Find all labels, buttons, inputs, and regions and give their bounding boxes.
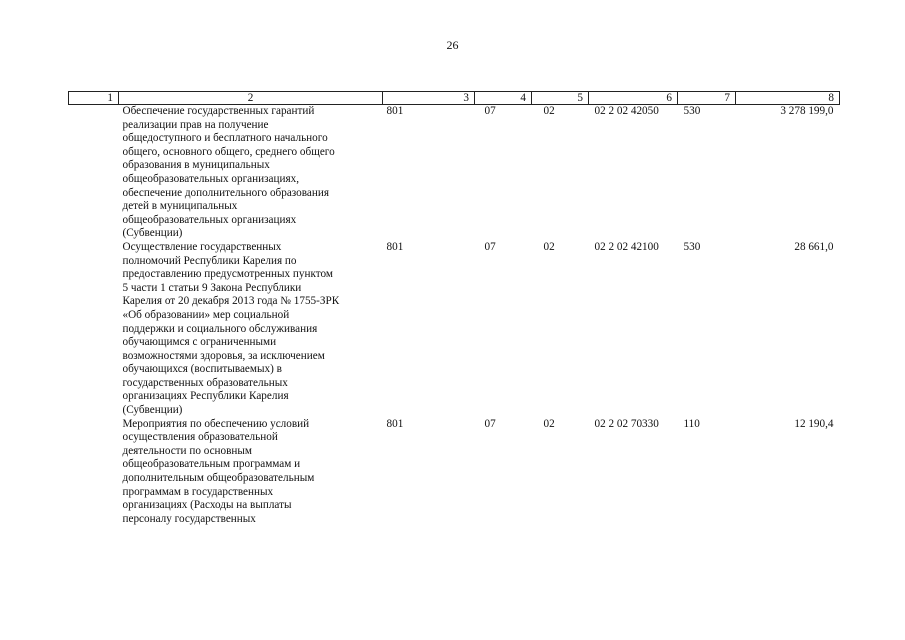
expense-name-cell: Обеспечение государственных гарантий реа…	[119, 105, 383, 241]
column-header-8: 8	[735, 91, 840, 105]
expense-type-cell: 530	[683, 105, 701, 117]
expense-name-line: обучающимся с ограниченными	[122, 336, 277, 349]
subsection-code-cell: 02	[543, 105, 555, 117]
expense-name-line: деятельности по основным	[122, 444, 253, 457]
expense-name-line: Осуществление государственных	[122, 240, 282, 253]
empty-cell	[69, 241, 119, 418]
section-code-cell: 07	[484, 240, 496, 253]
table-row: Мероприятия по обеспечению условий осуще…	[69, 418, 840, 527]
expense-name-line: Обеспечение государственных гарантий	[122, 105, 315, 117]
table-header-row: 1 2 3 4 5 6 7 8	[68, 91, 840, 105]
table-row: Осуществление государственных полномочий…	[69, 241, 840, 418]
expense-name-line: Мероприятия по обеспечению условий	[122, 417, 310, 430]
expense-name-line: дополнительным общеобразовательным	[122, 472, 315, 485]
expense-name-line: организациях Республики Карелия	[122, 390, 289, 403]
expense-name-line: организациях (Расходы на выплаты	[122, 499, 292, 512]
expense-type-cell: 530	[683, 240, 701, 253]
amount-cell: 12 190,4	[794, 417, 834, 430]
expense-name-line: общеобразовательным программам и	[122, 458, 301, 471]
expense-name-line: общедоступного и бесплатного начального	[122, 132, 328, 145]
expense-name-cell: Мероприятия по обеспечению условий осуще…	[119, 418, 383, 527]
expense-name-cell: Осуществление государственных полномочий…	[119, 241, 383, 418]
ministry-code-cell: 801	[386, 105, 404, 117]
column-header-3: 3	[382, 91, 475, 105]
section-code-cell: 07	[484, 105, 496, 117]
expense-name-line: Карелия от 20 декабря 2013 года № 1755-З…	[122, 295, 340, 308]
expense-name-line: (Субвенции)	[122, 227, 183, 240]
expense-name-line: государственных образовательных	[122, 376, 288, 389]
expense-name-line: детей в муниципальных	[122, 200, 238, 213]
empty-cell	[69, 418, 119, 527]
target-article-cell: 02 2 02 70330	[594, 417, 659, 430]
expense-type-cell: 110	[683, 417, 700, 430]
ministry-code-cell: 801	[386, 240, 404, 253]
budget-table: 1 2 3 4 5 6 7 8 Обеспечение государствен…	[68, 91, 840, 526]
expense-name-line: образования в муниципальных	[122, 159, 270, 172]
subsection-code-cell: 02	[543, 240, 555, 253]
expense-name-line: реализации прав на получение	[122, 118, 269, 131]
expense-name-line: (Субвенции)	[122, 404, 183, 417]
ministry-code-cell: 801	[386, 417, 404, 430]
column-header-5: 5	[531, 91, 589, 105]
expense-name-line: программам в государственных	[122, 485, 274, 498]
page-number: 26	[446, 38, 459, 52]
subsection-code-cell: 02	[543, 417, 555, 430]
amount-cell: 3 278 199,0	[780, 105, 834, 117]
target-article-cell: 02 2 02 42050	[594, 105, 659, 117]
column-header-4: 4	[474, 91, 532, 105]
expense-name-line: «Об образовании» мер социальной	[122, 308, 290, 321]
expense-name-line: 5 части 1 статьи 9 Закона Республики	[122, 281, 302, 294]
expense-name-line: поддержки и социального обслуживания	[122, 322, 318, 335]
expense-name-line: предоставлению предусмотренных пунктом	[122, 268, 333, 281]
column-header-6: 6	[588, 91, 678, 105]
expense-name-line: персоналу государственных	[122, 512, 256, 525]
table-row: Обеспечение государственных гарантий реа…	[69, 105, 840, 241]
expense-name-line: обучающихся (воспитываемых) в	[122, 363, 282, 376]
target-article-cell: 02 2 02 42100	[594, 240, 659, 253]
expense-name-line: общего, основного общего, среднего общег…	[122, 145, 335, 158]
expense-name-line: полномочий Республики Карелия по	[122, 254, 297, 267]
expense-name-line: общеобразовательных организациях,	[122, 172, 300, 185]
column-header-1: 1	[68, 91, 119, 105]
empty-cell	[69, 105, 119, 241]
expense-name-line: осуществления образовательной	[122, 431, 278, 444]
section-code-cell: 07	[484, 417, 496, 430]
expense-name-line: возможностями здоровья, за исключением	[122, 349, 325, 362]
column-header-2: 2	[118, 91, 383, 105]
expense-name-line: общеобразовательных организациях	[122, 213, 297, 226]
expense-name-line: обеспечение дополнительного образования	[122, 186, 329, 199]
column-header-7: 7	[677, 91, 736, 105]
amount-cell: 28 661,0	[794, 240, 834, 253]
